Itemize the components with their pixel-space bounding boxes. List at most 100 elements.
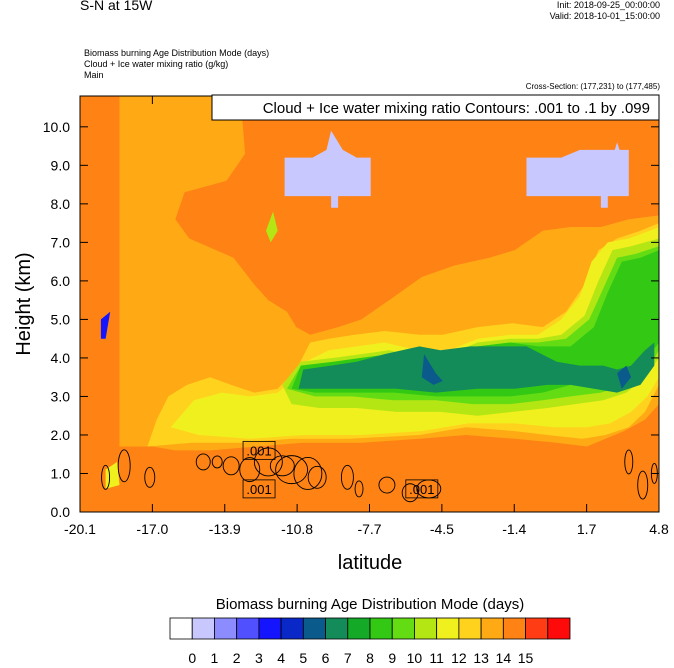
colorbar-box-9 [369,617,393,640]
colorbar-label-11: 11 [429,650,444,666]
init-time: Init: 2018-09-25_00:00:00 [556,0,660,10]
y-tick-label-5: 5.0 [51,311,71,327]
x-tick-label-4: -7.7 [357,521,381,537]
colorbar-label-8: 8 [366,650,374,666]
colorbar-label-1: 1 [211,650,219,666]
x-axis-title: latitude [338,552,403,574]
colorbar-label-0: 0 [188,650,196,666]
colorbar-box-2 [214,617,238,640]
colorbar-box-11 [414,617,438,640]
y-tick-label-3: 3.0 [51,388,71,404]
colorbar-box-0 [169,617,193,640]
colorbar-title: Biomass burning Age Distribution Mode (d… [215,596,525,613]
y-tick-label-8: 8.0 [51,196,71,212]
y-tick-label-6: 6.0 [51,273,71,289]
colorbar-box-15 [502,617,526,640]
x-tick-label-3: -10.8 [281,521,313,537]
contour-label-2: .001 [409,482,434,497]
contour-label-box-1 [242,479,276,499]
y-tick-label-9: 9.0 [51,157,71,173]
age-region-14 [100,311,111,339]
colorbar-label-13: 13 [473,650,489,666]
colorbar-box-12 [436,617,460,640]
colorbar-label-6: 6 [322,650,330,666]
cloud-contour-8 [269,455,295,477]
y-tick-label-10: 10.0 [43,119,70,135]
colorbar-label-14: 14 [496,650,512,666]
x-tick-label-2: -13.9 [209,521,241,537]
field-label-main: Main [84,70,104,80]
cloud-contour-5 [222,456,240,476]
cloud-contour-1 [117,449,131,483]
x-tick-label-6: -1.4 [502,521,526,537]
colorbar-label-5: 5 [299,650,307,666]
age-region-12 [284,130,371,208]
colorbar-box-4 [258,617,282,640]
cloud-contour-12 [340,464,354,490]
colorbar-label-4: 4 [277,650,285,666]
x-tick-label-8: 4.8 [649,521,669,537]
age-region-7 [298,342,655,393]
cloud-contour-9 [275,455,309,485]
colorbar-label-7: 7 [344,650,352,666]
colorbar-box-13 [458,617,482,640]
cloud-contour-17 [624,449,634,475]
x-tick-label-1: -17.0 [136,521,168,537]
age-region-10 [266,211,278,243]
y-axis-title: Height (km) [13,252,35,355]
contour-legend-box [211,94,660,121]
cross-section-label: Cross-Section: (177,231) to (177,485) [525,82,660,91]
cloud-contour-3 [195,453,211,471]
contour-label-box-2 [405,479,439,499]
colorbar-box-7 [325,617,349,640]
heatmap-regions [80,96,659,512]
colorbar-box-1 [191,617,215,640]
cloud-contour-2 [144,466,156,488]
y-tick-label-0: 0.0 [51,504,71,520]
contour-label-0: .001 [246,443,271,458]
colorbar-label-15: 15 [518,650,534,666]
field-label-cloud: Cloud + Ice water mixing ratio (g/kg) [84,59,229,69]
cloud-contour-14 [378,476,396,494]
cloud-contour-11 [307,465,327,489]
colorbar: 0 1 2 3 4 5 6 7 8 9 10 11 12 13 14 15 [169,617,571,666]
colorbar-box-6 [302,617,326,640]
y-tick-label-4: 4.0 [51,350,71,366]
field-label-age: Biomass burning Age Distribution Mode (d… [84,48,270,58]
cloud-contour-4 [211,455,223,469]
axes: -20.1 -17.0 -13.9 -10.8 -7.7 -4.5 -1.4 1.7 4.8 0.… [43,96,669,537]
age-region-9 [617,365,632,389]
cloud-contours: .001 .001 .001 [101,440,658,503]
cloud-contour-7 [253,447,283,477]
valid-time: Valid: 2018-10-01_15:00:00 [549,11,660,21]
contour-legend-text: Cloud + Ice water mixing ratio Contours:… [263,100,650,117]
x-tick-label-5: -4.5 [430,521,454,537]
x-tick-label-7: 1.7 [577,521,597,537]
cloud-contour-18 [637,470,649,500]
contour-legend: Cloud + Ice water mixing ratio Contours:… [211,94,660,121]
y-tick-label-7: 7.0 [51,234,71,250]
colorbar-label-10: 10 [407,650,423,666]
colorbar-box-3 [236,617,260,640]
colorbar-box-16 [525,617,549,640]
colorbar-label-12: 12 [451,650,467,666]
contour-label-box-0 [242,440,276,460]
colorbar-box-10 [391,617,415,640]
colorbar-box-5 [280,617,304,640]
cloud-contour-0 [101,464,111,490]
colorbar-box-17 [547,617,571,640]
colorbar-box-14 [480,617,504,640]
x-tick-label-0: -20.1 [64,521,96,537]
y-tick-label-1: 1.0 [51,465,71,481]
age-region-13 [526,142,629,208]
cloud-contour-10 [293,457,323,490]
age-region-8 [421,354,443,385]
contour-label-1: .001 [246,482,271,497]
colorbar-box-8 [347,617,371,640]
cloud-contour-6 [239,457,261,483]
figure-title: S-N at 15W [80,0,153,13]
colorbar-label-9: 9 [388,650,396,666]
y-tick-label-2: 2.0 [51,427,71,443]
colorbar-label-3: 3 [255,650,263,666]
